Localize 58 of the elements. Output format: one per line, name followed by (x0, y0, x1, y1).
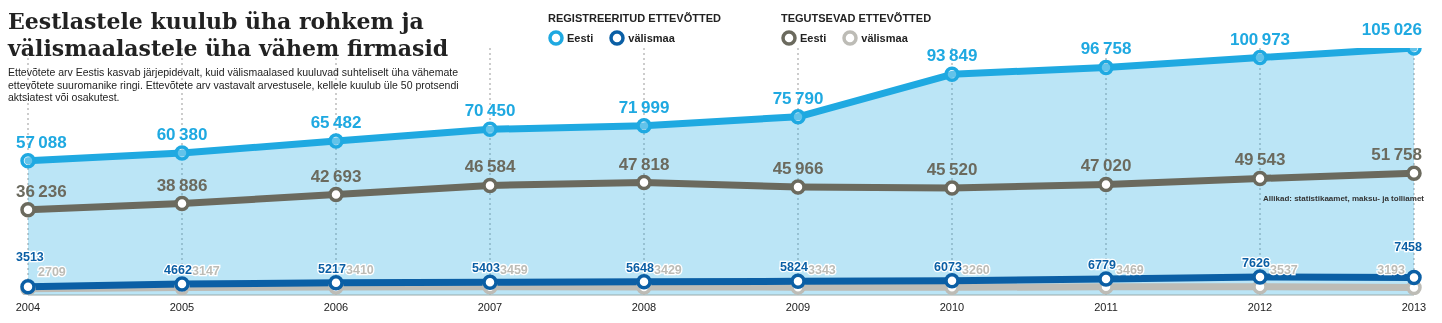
data-label: 2709 (38, 264, 66, 279)
data-label: 75 790 (772, 88, 824, 108)
data-label: 42 693 (310, 166, 362, 186)
data-label: 45 520 (926, 159, 978, 179)
legend-label: välismaa (627, 31, 675, 46)
data-label: 105 026 (1361, 20, 1422, 39)
data-label: 7626 (1242, 256, 1270, 271)
data-label: 47 020 (1080, 156, 1132, 176)
x-tick-label: 2005 (169, 300, 195, 313)
data-label: 3193 (1377, 263, 1406, 278)
data-label: 57 088 (16, 132, 67, 152)
x-tick-label: 2006 (323, 300, 349, 313)
data-label: 49 543 (1234, 150, 1286, 170)
data-label: 5824 (780, 260, 808, 275)
data-label: 3513 (16, 249, 44, 264)
data-label: 96 758 (1080, 39, 1132, 59)
data-label: 6779 (1088, 258, 1116, 273)
data-label: 36 236 (16, 181, 67, 201)
legend-label: välismaa (860, 31, 908, 46)
data-label: 51 758 (1371, 145, 1422, 165)
data-label: 4662 (164, 263, 192, 278)
data-label: 6073 (934, 259, 962, 274)
data-label: 65 482 (310, 113, 362, 132)
data-label: 5648 (626, 260, 654, 275)
data-label: 5217 (318, 261, 346, 276)
data-label: 38 886 (156, 175, 208, 195)
data-label: 7458 (1394, 240, 1423, 255)
x-tick-label: 2008 (631, 300, 657, 313)
data-label: 47 818 (618, 154, 670, 174)
legend-label: Eesti (566, 31, 594, 46)
data-label: 71 999 (618, 97, 670, 117)
data-label: 3469 (1116, 262, 1144, 277)
x-tick-label: 2007 (477, 300, 503, 313)
text: TEGUTSEVAD ETTEVÕTTED (780, 12, 932, 24)
x-tick-label: 2011 (1094, 300, 1118, 313)
data-label: 45 966 (772, 158, 824, 178)
data-label: 3459 (500, 262, 528, 277)
data-label: 3147 (192, 263, 220, 278)
data-label: 60 380 (156, 125, 208, 144)
x-tick-label: 2004 (15, 300, 41, 313)
data-label: 3343 (808, 263, 836, 278)
data-label: 3410 (346, 262, 374, 277)
data-label: 3260 (962, 263, 990, 278)
text: Ettevõtete arv Eestis kasvab järjepidevalt, kuid välismaalased kuuluvad suhteliselt üha vähemate ettevõtete suuromanike ringi. Ettevõtete arv vastavalt arvestusele, kellele kuulub üle 50 protsendi aktsiatest või osakutest. (8, 66, 459, 103)
data-label: 46 584 (464, 157, 516, 177)
data-label: 70 450 (464, 101, 516, 121)
x-tick-label: 2010 (939, 300, 965, 313)
x-tick-label: 2009 (785, 300, 811, 313)
text: REGISTREERITUD ETTEVÕTTED (548, 12, 721, 24)
x-tick-label: 2013 (1401, 300, 1427, 313)
x-tick-label: 2012 (1247, 300, 1273, 313)
legend-label: Eesti (798, 31, 827, 46)
data-label: 3429 (654, 262, 682, 277)
data-label: 100 973 (1229, 29, 1291, 49)
data-label: 5403 (472, 261, 500, 276)
data-label: 93 849 (926, 46, 978, 66)
chart-title: Eestlastele kuulub üha rohkem ja välismaalastele üha vähem firmasid (8, 8, 450, 62)
annotation: Allikad: statistikaamet, maksu- ja tolliamet (1263, 194, 1424, 203)
